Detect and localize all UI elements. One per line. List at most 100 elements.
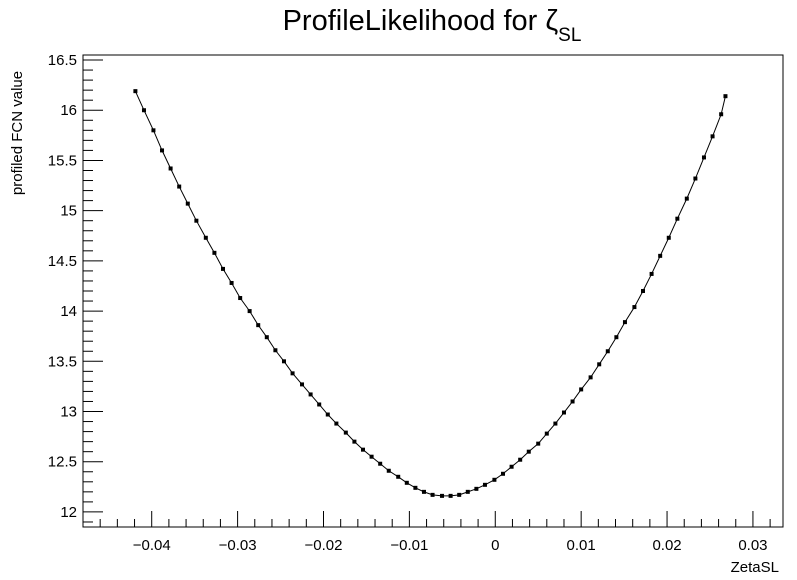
data-point bbox=[579, 387, 584, 392]
data-point bbox=[361, 447, 365, 452]
data-point bbox=[203, 235, 208, 240]
data-point bbox=[378, 461, 383, 466]
data-point bbox=[605, 349, 610, 354]
data-point bbox=[151, 128, 156, 133]
data-point bbox=[308, 392, 313, 397]
data-point bbox=[641, 289, 645, 293]
data-point bbox=[474, 486, 479, 491]
x-tick-label: 0.02 bbox=[652, 537, 681, 554]
data-point bbox=[273, 348, 278, 353]
data-point bbox=[658, 253, 663, 258]
y-tick-label: 13 bbox=[60, 404, 77, 421]
data-point bbox=[614, 335, 619, 340]
x-axis-label: ZetaSL bbox=[731, 559, 779, 576]
series-line bbox=[134, 90, 726, 497]
y-axis-ticks bbox=[83, 59, 103, 523]
data-point bbox=[160, 148, 165, 153]
data-point bbox=[177, 184, 182, 189]
y-tick-label: 13.5 bbox=[48, 353, 77, 370]
data-point bbox=[440, 493, 445, 498]
data-point bbox=[570, 399, 575, 404]
chart-title-symbol: ζ bbox=[545, 5, 558, 37]
data-point bbox=[413, 485, 418, 490]
data-point bbox=[501, 471, 505, 476]
series-layer bbox=[133, 89, 728, 498]
data-point bbox=[723, 94, 728, 99]
y-tick-label: 16.5 bbox=[48, 52, 77, 69]
y-tick-label: 16 bbox=[60, 102, 77, 119]
y-tick-label: 12 bbox=[60, 504, 77, 521]
data-point bbox=[229, 280, 234, 285]
data-point bbox=[701, 155, 706, 160]
data-point bbox=[553, 421, 558, 426]
data-point bbox=[492, 477, 497, 482]
data-point bbox=[526, 449, 531, 454]
data-point bbox=[482, 482, 487, 487]
plot-frame bbox=[82, 54, 784, 528]
data-point bbox=[457, 492, 462, 497]
data-point bbox=[334, 421, 339, 426]
data-point bbox=[386, 468, 391, 473]
data-point bbox=[632, 305, 637, 310]
data-point bbox=[421, 489, 426, 494]
data-point bbox=[710, 134, 715, 139]
data-point bbox=[675, 216, 680, 221]
x-tick-label: −0.02 bbox=[305, 537, 343, 554]
y-tick-label: 12.5 bbox=[48, 454, 77, 471]
data-point bbox=[168, 166, 173, 171]
data-point bbox=[194, 218, 199, 223]
data-point bbox=[256, 323, 261, 328]
data-point bbox=[666, 235, 671, 240]
x-tick-label: 0.01 bbox=[567, 537, 596, 554]
data-point bbox=[133, 89, 138, 94]
data-point bbox=[185, 201, 190, 206]
chart-title: ProfileLikelihood for ζSL bbox=[283, 5, 582, 46]
data-point bbox=[404, 480, 409, 485]
x-tick-label: 0.03 bbox=[738, 537, 767, 554]
data-point bbox=[290, 371, 295, 376]
x-tick-label: −0.04 bbox=[133, 537, 171, 554]
data-point bbox=[281, 359, 286, 364]
data-point bbox=[221, 266, 225, 271]
y-tick-label: 15.5 bbox=[48, 152, 77, 169]
y-axis-label: profiled FCN value bbox=[9, 71, 26, 195]
x-axis-ticks bbox=[82, 511, 771, 527]
data-point bbox=[684, 196, 689, 201]
data-point bbox=[396, 474, 401, 479]
data-point bbox=[622, 320, 627, 325]
data-point bbox=[352, 439, 357, 444]
data-point bbox=[343, 430, 348, 435]
data-point bbox=[300, 382, 305, 387]
data-point bbox=[509, 464, 514, 469]
y-tick-label: 14.5 bbox=[48, 253, 77, 270]
data-point bbox=[369, 454, 374, 459]
data-point bbox=[430, 492, 435, 497]
data-point bbox=[588, 375, 593, 380]
data-point bbox=[212, 250, 217, 255]
data-point bbox=[518, 457, 523, 462]
chart-title-subscript: SL bbox=[558, 25, 581, 46]
y-tick-label: 15 bbox=[60, 203, 77, 220]
data-point bbox=[325, 412, 330, 417]
data-point bbox=[141, 108, 146, 113]
data-point bbox=[544, 431, 549, 436]
data-point bbox=[536, 441, 541, 446]
data-point bbox=[448, 493, 453, 498]
data-point bbox=[238, 296, 243, 301]
y-axis-tick-labels: 12 12.5 13 13.5 14 14.5 15 15.5 16 16.5 bbox=[48, 52, 77, 521]
y-tick-label: 14 bbox=[60, 303, 77, 320]
data-point bbox=[597, 362, 602, 367]
x-tick-label: −0.01 bbox=[390, 537, 428, 554]
data-point bbox=[247, 309, 252, 314]
x-tick-label: −0.03 bbox=[219, 537, 257, 554]
x-tick-label: 0 bbox=[491, 537, 499, 554]
data-point bbox=[649, 271, 654, 276]
data-point bbox=[465, 489, 470, 494]
data-point bbox=[317, 402, 322, 407]
data-point bbox=[264, 335, 269, 340]
data-point bbox=[561, 410, 566, 415]
data-point bbox=[719, 112, 724, 117]
x-axis-tick-labels: −0.04 −0.03 −0.02 −0.01 0 0.01 0.02 0.03 bbox=[133, 537, 768, 554]
data-point bbox=[693, 176, 698, 181]
